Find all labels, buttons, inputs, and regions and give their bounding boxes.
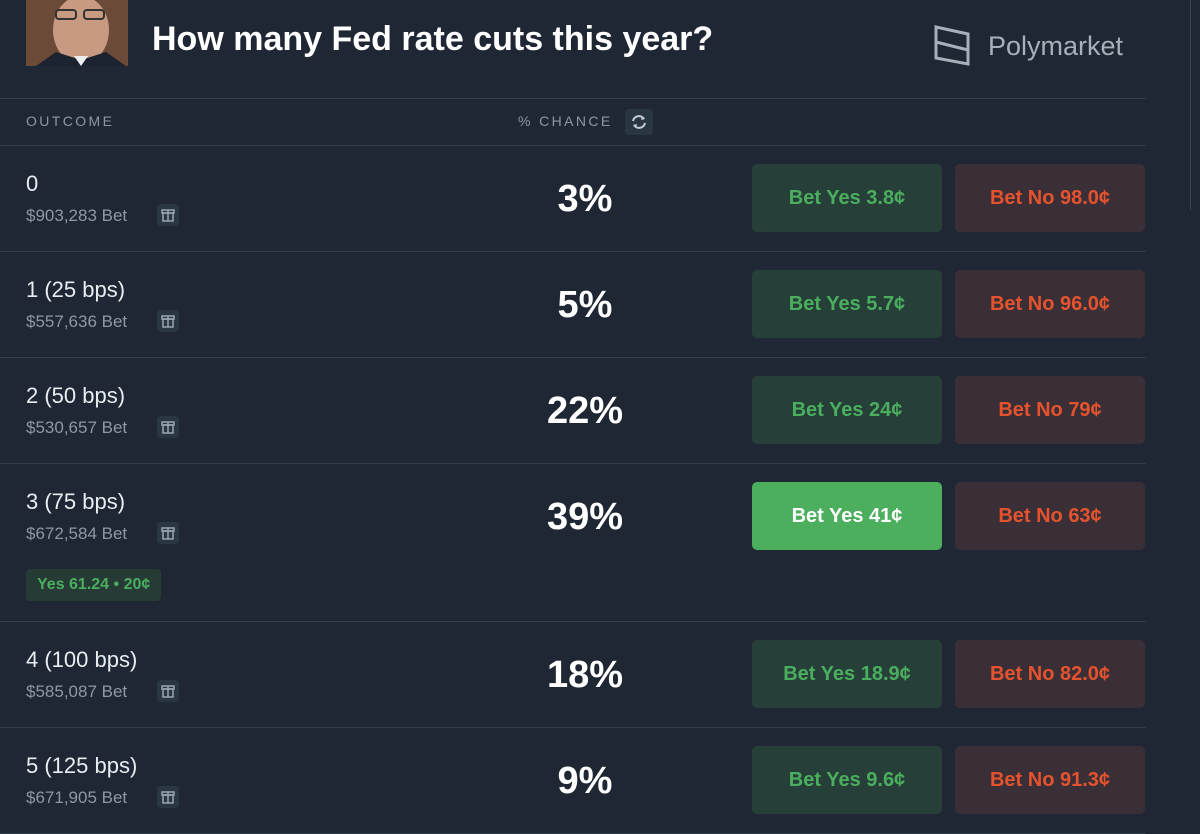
outcome-volume: $557,636 Bet [26, 312, 128, 331]
bet-yes-button[interactable]: Bet Yes 18.9¢ [752, 640, 942, 708]
gift-icon[interactable] [157, 680, 179, 702]
outcome-name: 2 (50 bps) [26, 383, 126, 408]
bet-no-button[interactable]: Bet No 63¢ [955, 482, 1145, 550]
brand-logo [934, 25, 970, 66]
bet-no-button[interactable]: Bet No 91.3¢ [955, 746, 1145, 814]
outcome-name: 4 (100 bps) [26, 647, 138, 672]
gift-icon[interactable] [157, 310, 179, 332]
chance: 39% [546, 496, 624, 538]
column-header: OUTCOME [26, 113, 115, 129]
avatar [26, 0, 128, 66]
bet-yes-button[interactable]: Bet Yes 24¢ [752, 376, 942, 444]
outcome-name: 3 (75 bps) [26, 489, 126, 514]
outcome-volume: $530,657 Bet [26, 418, 128, 437]
bet-no-button[interactable]: Bet No 96.0¢ [955, 270, 1145, 338]
chance: 9% [557, 760, 613, 802]
position-badge: Yes 61.24 • 20¢ [26, 569, 162, 601]
gift-icon[interactable] [157, 204, 179, 226]
title: How many Fed rate cuts this year? [152, 20, 714, 58]
divider [0, 145, 1146, 146]
chance: 3% [557, 178, 613, 220]
divider [0, 727, 1146, 728]
bet-yes-button[interactable]: Bet Yes 5.7¢ [752, 270, 942, 338]
chance: 5% [557, 284, 613, 326]
bet-no-button[interactable]: Bet No 98.0¢ [955, 164, 1145, 232]
brand: Polymarket [988, 31, 1124, 61]
outcome-volume: $585,087 Bet [26, 682, 128, 701]
scrollbar [1190, 0, 1191, 210]
bet-no-button[interactable]: Bet No 82.0¢ [955, 640, 1145, 708]
outcome-volume: $903,283 Bet [26, 206, 128, 225]
divider [0, 98, 1146, 99]
chance: 18% [546, 654, 624, 696]
outcome-volume: $672,584 Bet [26, 524, 128, 543]
bet-no-button[interactable]: Bet No 79¢ [955, 376, 1145, 444]
gift-icon[interactable] [157, 416, 179, 438]
chance: 22% [546, 390, 624, 432]
column-header: % CHANCE [518, 113, 613, 129]
bet-yes-button[interactable]: Bet Yes 41¢ [752, 482, 942, 550]
outcome-name: 1 (25 bps) [26, 277, 126, 302]
divider [0, 357, 1146, 358]
outcome-volume: $671,905 Bet [26, 788, 128, 807]
divider [0, 251, 1146, 252]
divider [0, 621, 1146, 622]
bet-yes-button[interactable]: Bet Yes 3.8¢ [752, 164, 942, 232]
outcome-name: 0 [26, 171, 39, 196]
outcome-name: 5 (125 bps) [26, 753, 138, 778]
refresh-button[interactable] [625, 109, 653, 135]
gift-icon[interactable] [157, 522, 179, 544]
gift-icon[interactable] [157, 786, 179, 808]
divider [0, 463, 1146, 464]
bet-yes-button[interactable]: Bet Yes 9.6¢ [752, 746, 942, 814]
